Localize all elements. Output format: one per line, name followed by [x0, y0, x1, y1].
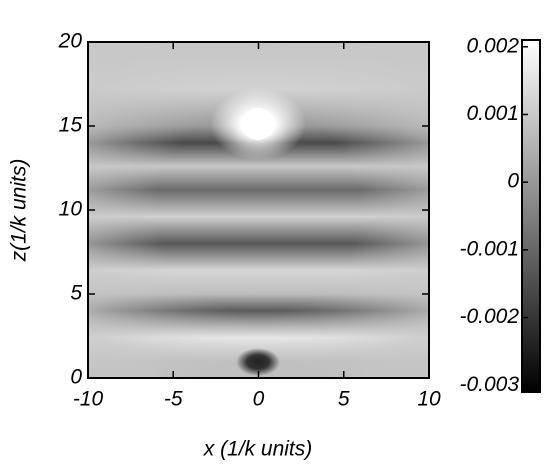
colorbar-tick-label: -0.001 [459, 237, 519, 260]
x-tick-label: 5 [338, 388, 350, 411]
colorbar [521, 39, 541, 393]
y-tick-label: 15 [59, 114, 83, 137]
y-tick-label: 0 [70, 366, 82, 389]
x-tick-label: 10 [417, 388, 441, 411]
colorbar-tick-label: 0.002 [466, 34, 519, 57]
y-tick-label: 10 [59, 198, 83, 221]
y-axis-label: z(1/k units) [8, 159, 31, 263]
x-tick-label: -10 [73, 388, 104, 411]
colorbar-tick-label: -0.002 [459, 305, 519, 328]
y-tick-label: 5 [70, 282, 82, 305]
y-tick-label: 20 [58, 30, 83, 53]
x-tick-label: 0 [253, 388, 265, 411]
colorbar-tick-label: 0.001 [466, 102, 519, 125]
colorbar-tick-label: -0.003 [459, 373, 519, 396]
x-tick-label: -5 [164, 388, 183, 411]
x-axis-label: x (1/k units) [203, 438, 313, 461]
density-field [88, 42, 429, 378]
colorbar-tick-label: 0 [507, 170, 519, 193]
